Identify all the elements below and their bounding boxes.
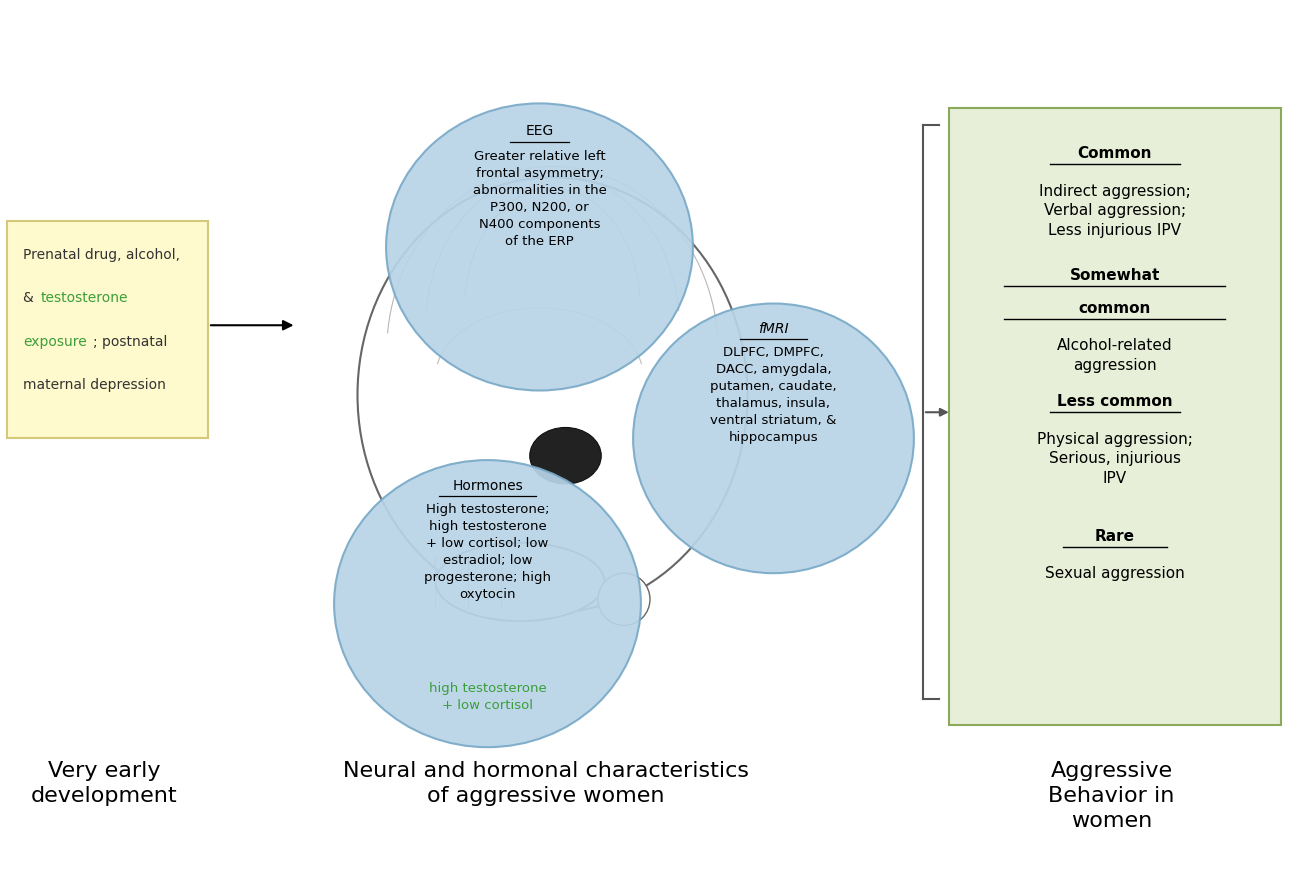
Text: DLPFC, DMPFC,
DACC, amygdala,
putamen, caudate,
thalamus, insula,
ventral striat: DLPFC, DMPFC, DACC, amygdala, putamen, c… bbox=[710, 346, 837, 444]
Text: common: common bbox=[1079, 301, 1150, 315]
Text: Common: Common bbox=[1078, 146, 1152, 161]
Text: high testosterone
+ low cortisol: high testosterone + low cortisol bbox=[429, 681, 546, 712]
Text: ; postnatal: ; postnatal bbox=[94, 335, 168, 348]
FancyBboxPatch shape bbox=[6, 222, 208, 439]
Ellipse shape bbox=[530, 428, 601, 484]
Text: Greater relative left
frontal asymmetry;
abnormalities in the
P300, N200, or
N40: Greater relative left frontal asymmetry;… bbox=[473, 149, 606, 248]
Text: Rare: Rare bbox=[1095, 528, 1135, 543]
FancyBboxPatch shape bbox=[949, 109, 1280, 726]
Text: High testosterone;
high testosterone
+ low cortisol; low
estradiol; low
progeste: High testosterone; high testosterone + l… bbox=[424, 502, 551, 600]
Ellipse shape bbox=[358, 178, 748, 613]
Text: Sexual aggression: Sexual aggression bbox=[1045, 566, 1184, 580]
Text: Hormones: Hormones bbox=[452, 478, 523, 492]
Text: Indirect aggression;
Verbal aggression;
Less injurious IPV: Indirect aggression; Verbal aggression; … bbox=[1039, 183, 1191, 238]
Text: Neural and hormonal characteristics
of aggressive women: Neural and hormonal characteristics of a… bbox=[343, 760, 749, 805]
Text: Prenatal drug, alcohol,: Prenatal drug, alcohol, bbox=[23, 248, 181, 262]
Text: maternal depression: maternal depression bbox=[23, 378, 166, 392]
Ellipse shape bbox=[386, 104, 693, 391]
Text: Alcohol-related
aggression: Alcohol-related aggression bbox=[1057, 338, 1173, 373]
Ellipse shape bbox=[334, 461, 641, 747]
Text: Less common: Less common bbox=[1057, 394, 1173, 408]
Text: testosterone: testosterone bbox=[40, 291, 129, 305]
Ellipse shape bbox=[436, 543, 604, 621]
Text: &: & bbox=[23, 291, 39, 305]
Text: Physical aggression;
Serious, injurious
IPV: Physical aggression; Serious, injurious … bbox=[1037, 431, 1192, 486]
Ellipse shape bbox=[633, 304, 914, 574]
Text: EEG: EEG bbox=[525, 123, 554, 137]
Text: Very early
development: Very early development bbox=[31, 760, 177, 805]
Text: fMRI: fMRI bbox=[758, 322, 789, 335]
Text: Somewhat: Somewhat bbox=[1070, 268, 1160, 282]
Text: exposure: exposure bbox=[23, 335, 87, 348]
Text: Aggressive
Behavior in
women: Aggressive Behavior in women bbox=[1048, 760, 1175, 830]
Ellipse shape bbox=[598, 574, 650, 626]
